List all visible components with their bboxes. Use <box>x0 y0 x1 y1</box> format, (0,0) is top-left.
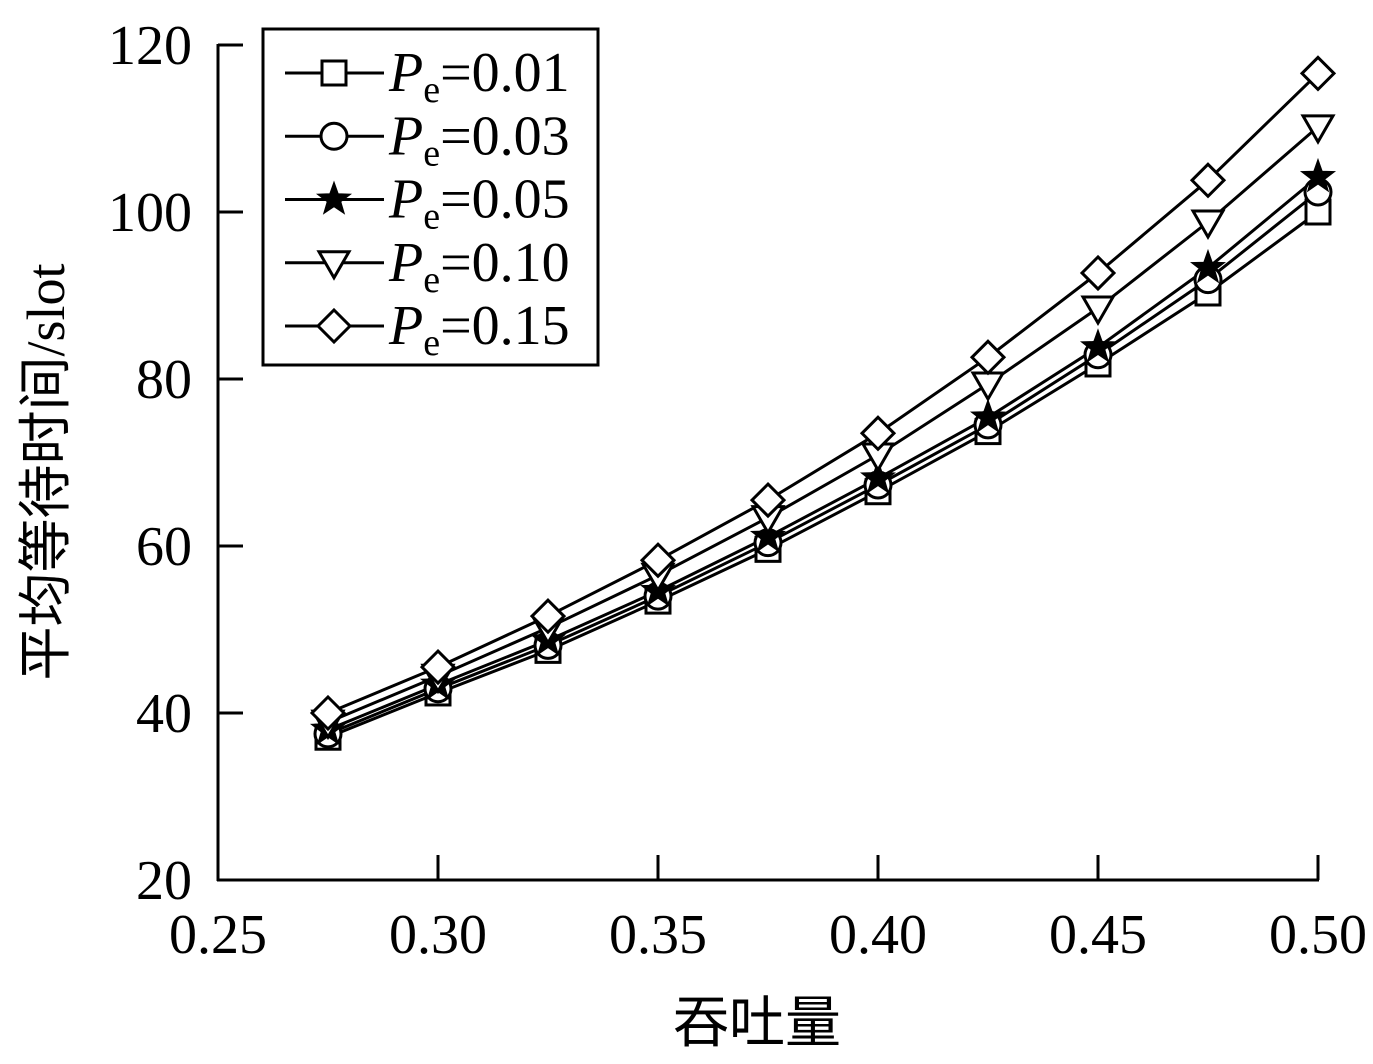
legend-label: Pe=0.10 <box>388 232 570 301</box>
series-lines <box>327 72 1320 739</box>
legend-label: Pe=0.05 <box>388 169 570 238</box>
series-3-point-star <box>1189 248 1227 284</box>
series-5-point-diamond <box>529 598 567 635</box>
series-2-line <box>327 190 1319 736</box>
y-tick-label: 120 <box>108 15 192 77</box>
legend-label-subscript: e <box>423 322 440 364</box>
legend-label-subscript: e <box>423 259 440 301</box>
legend-label-value: =0.01 <box>440 42 570 104</box>
series-4-point-triangle-down <box>1190 209 1226 241</box>
x-tick-label: 0.35 <box>609 904 707 966</box>
series-5-point-diamond <box>1079 254 1117 292</box>
y-tick-label: 80 <box>136 349 192 411</box>
legend-label-subscript: e <box>423 196 440 238</box>
legend-label-symbol: P <box>388 42 423 104</box>
legend-label-subscript: e <box>423 132 440 174</box>
legend-item: Pe=0.03 <box>285 105 570 174</box>
legend-label-symbol: P <box>388 105 423 167</box>
x-tick-label: 0.30 <box>389 904 487 966</box>
series-4-line <box>327 125 1319 724</box>
series-5-point-diamond <box>1299 55 1337 92</box>
x-tick-label: 0.45 <box>1049 904 1147 966</box>
legend-label-symbol: P <box>388 169 423 231</box>
legend-label-value: =0.15 <box>440 295 570 357</box>
series-4-point-triangle-down <box>1080 295 1116 327</box>
legend-item: Pe=0.05 <box>285 169 570 238</box>
series-5-point-diamond <box>309 694 347 732</box>
legend-item: Pe=0.01 <box>285 42 570 111</box>
legend-label-value: =0.03 <box>440 105 570 167</box>
x-tick-label: 0.25 <box>169 904 267 966</box>
axis-ticks: 20 40 60 80 100 120 0.25 0.30 0.35 0.40 0.45 0.50 <box>108 15 1367 966</box>
series-5-point-diamond <box>419 648 457 686</box>
legend-marker-circle <box>319 121 349 151</box>
series-5-point-diamond <box>749 481 787 519</box>
y-tick-label: 100 <box>108 182 192 244</box>
axes <box>216 44 1319 882</box>
legend-item: Pe=0.15 <box>285 295 570 364</box>
x-tick-label: 0.50 <box>1269 904 1367 966</box>
series-5-point-diamond <box>969 339 1007 376</box>
y-axis-title: 平均等待时间/slot <box>16 263 76 680</box>
series-5-line <box>327 72 1320 715</box>
y-tick-label: 60 <box>136 516 192 578</box>
x-tick-label: 0.40 <box>829 904 927 966</box>
legend-label-value: =0.10 <box>440 232 570 294</box>
x-axis-title: 吞吐量 <box>673 993 841 1055</box>
series-points <box>309 55 1337 751</box>
legend-marker-star <box>315 180 353 215</box>
y-tick-label: 20 <box>136 850 192 912</box>
legend-label-symbol: P <box>388 295 423 357</box>
y-tick-label: 40 <box>136 683 192 745</box>
series-3-line <box>327 175 1319 732</box>
series-4-point-triangle-down <box>1300 114 1336 145</box>
legend-item: Pe=0.10 <box>285 232 570 301</box>
series-5-point-diamond <box>1189 162 1227 199</box>
series-5-points <box>309 55 1337 732</box>
series-5-point-diamond <box>859 415 897 452</box>
legend-label-subscript: e <box>423 69 440 111</box>
legend-marker-square <box>320 59 348 87</box>
legend-label: Pe=0.15 <box>388 295 570 364</box>
series-3-point-star <box>1079 328 1117 363</box>
legend-marker-triangle-down <box>316 250 352 281</box>
legend-label: Pe=0.03 <box>388 105 570 174</box>
legend-marker-diamond <box>315 307 353 345</box>
series-3-point-star <box>1299 157 1337 193</box>
series-3-point-star <box>859 459 897 494</box>
legend-label-value: =0.05 <box>440 169 570 231</box>
legend-box <box>261 27 600 367</box>
series-5-point-diamond <box>639 542 677 579</box>
legend-label-symbol: P <box>388 232 423 294</box>
series-1-line <box>327 210 1319 739</box>
series-3-point-star <box>969 398 1007 433</box>
legend-label: Pe=0.01 <box>388 42 570 111</box>
